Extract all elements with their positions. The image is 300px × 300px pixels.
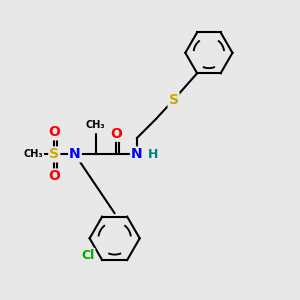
- Text: O: O: [48, 125, 60, 139]
- Text: H: H: [148, 148, 158, 161]
- Text: S: S: [49, 147, 59, 161]
- Text: Cl: Cl: [81, 249, 94, 262]
- Text: O: O: [110, 127, 122, 141]
- Text: O: O: [48, 169, 60, 184]
- Text: CH₃: CH₃: [24, 149, 44, 159]
- Text: CH₃: CH₃: [86, 120, 105, 130]
- Text: N: N: [131, 147, 142, 161]
- Text: N: N: [69, 147, 81, 161]
- Text: S: S: [169, 93, 178, 107]
